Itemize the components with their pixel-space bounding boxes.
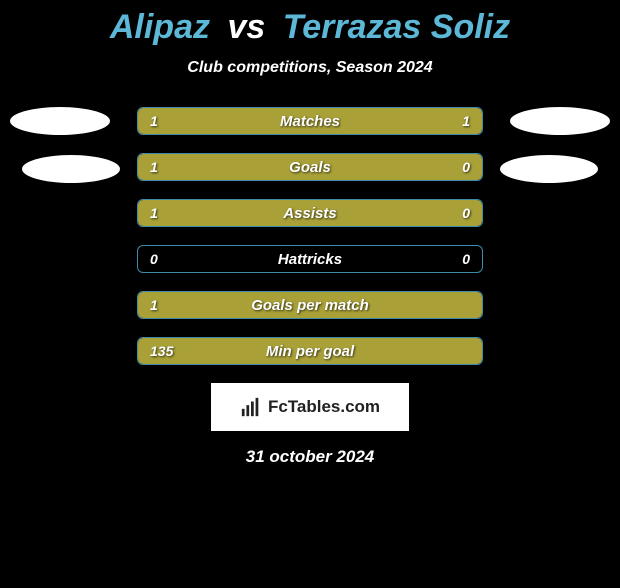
- stat-label: Min per goal: [138, 338, 482, 364]
- right-marker-2: [500, 155, 598, 183]
- stat-label: Goals: [138, 154, 482, 180]
- footer-site-name: FcTables.com: [268, 397, 380, 417]
- right-marker-1: [510, 107, 610, 135]
- stat-value-left: 0: [150, 246, 158, 272]
- bars-icon: [240, 396, 262, 418]
- date-text: 31 october 2024: [0, 447, 620, 467]
- player2-name: Terrazas Soliz: [283, 8, 510, 46]
- stat-row: Matches1 1: [137, 107, 483, 135]
- comparison-rows: Matches11Goals10Assists10Hattricks00Goal…: [137, 107, 483, 365]
- stat-value-left: 135: [150, 338, 173, 364]
- stat-value-right: 0: [462, 154, 470, 180]
- comparison-content: Matches11Goals10Assists10Hattricks00Goal…: [0, 107, 620, 365]
- stat-label: Assists: [138, 200, 482, 226]
- stat-row: Goals1 0: [137, 153, 483, 181]
- stat-value-right: 1: [462, 108, 470, 134]
- stat-value-left: 1: [150, 292, 158, 318]
- subtitle: Club competitions, Season 2024: [0, 59, 620, 77]
- stat-value-left: 1: [150, 200, 158, 226]
- stat-row: Goals per match1: [137, 291, 483, 319]
- stat-value-right: 0: [462, 246, 470, 272]
- stat-value-right: 0: [462, 200, 470, 226]
- left-marker-2: [22, 155, 120, 183]
- stat-label: Hattricks: [138, 246, 482, 272]
- left-marker-1: [10, 107, 110, 135]
- page-title: Alipaz vs Terrazas Soliz: [0, 8, 620, 47]
- stat-label: Matches: [138, 108, 482, 134]
- footer-badge: FcTables.com: [211, 383, 409, 431]
- player1-name: Alipaz: [110, 8, 210, 46]
- vs-text: vs: [227, 8, 265, 46]
- stat-label: Goals per match: [138, 292, 482, 318]
- stat-value-left: 1: [150, 154, 158, 180]
- stat-value-left: 1: [150, 108, 158, 134]
- stat-row: Assists1 0: [137, 199, 483, 227]
- stat-row: Hattricks0 0: [137, 245, 483, 273]
- stat-row: Min per goal135: [137, 337, 483, 365]
